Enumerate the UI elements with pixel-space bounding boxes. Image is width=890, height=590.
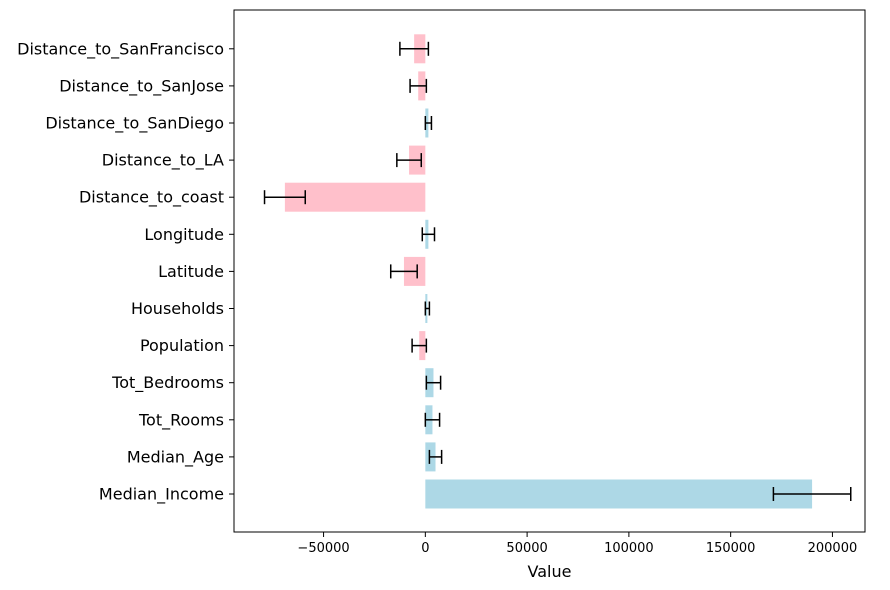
y-tick-label: Tot_Rooms: [138, 410, 224, 430]
x-tick-label: 100000: [604, 541, 654, 556]
error-bar: [425, 375, 442, 390]
error-bar: [424, 301, 431, 316]
y-axis: Median_Income Median_Age Tot_Rooms Tot_Bedr…: [17, 39, 234, 505]
x-tick-label: 200000: [808, 541, 858, 556]
y-tick-label: Latitude: [158, 262, 224, 281]
y-tick-label: Median_Income: [99, 485, 224, 505]
y-tick-label: Households: [131, 299, 224, 318]
error-bar: [424, 412, 441, 427]
x-tick-label: 0: [421, 541, 429, 556]
y-tick-label: Tot_Bedrooms: [111, 373, 224, 393]
y-tick-label: Distance_to_LA: [102, 151, 224, 171]
error-bar: [389, 264, 418, 279]
x-tick-label: 50000: [506, 541, 547, 556]
x-tick-label: −50000: [297, 541, 349, 556]
y-tick-label: Longitude: [144, 225, 224, 244]
y-tick-label: Population: [140, 336, 224, 355]
plot-frame: [233, 9, 866, 533]
error-bar: [428, 449, 443, 464]
bar-median-income: [425, 479, 813, 509]
error-bar: [424, 116, 433, 130]
error-bar: [396, 153, 423, 168]
x-axis: −50000 0 50000 100000 150000 200000: [297, 532, 857, 556]
error-bars-layer: [263, 41, 852, 501]
error-bar: [399, 41, 430, 56]
y-tick-label: Distance_to_SanFrancisco: [17, 39, 224, 59]
y-tick-label: Distance_to_coast: [79, 188, 224, 208]
x-axis-title: Value: [528, 562, 572, 581]
error-bar: [772, 487, 852, 501]
error-bar: [411, 338, 428, 353]
y-tick-label: Median_Age: [127, 447, 224, 467]
error-bar: [421, 227, 436, 242]
error-bar: [409, 78, 428, 93]
y-tick-label: Distance_to_SanDiego: [45, 114, 224, 134]
error-bar: [263, 190, 306, 205]
y-tick-label: Distance_to_SanJose: [59, 76, 224, 96]
bars-layer: [284, 34, 813, 509]
bar-distance-to-coast: [284, 182, 426, 212]
x-tick-label: 150000: [706, 541, 756, 556]
